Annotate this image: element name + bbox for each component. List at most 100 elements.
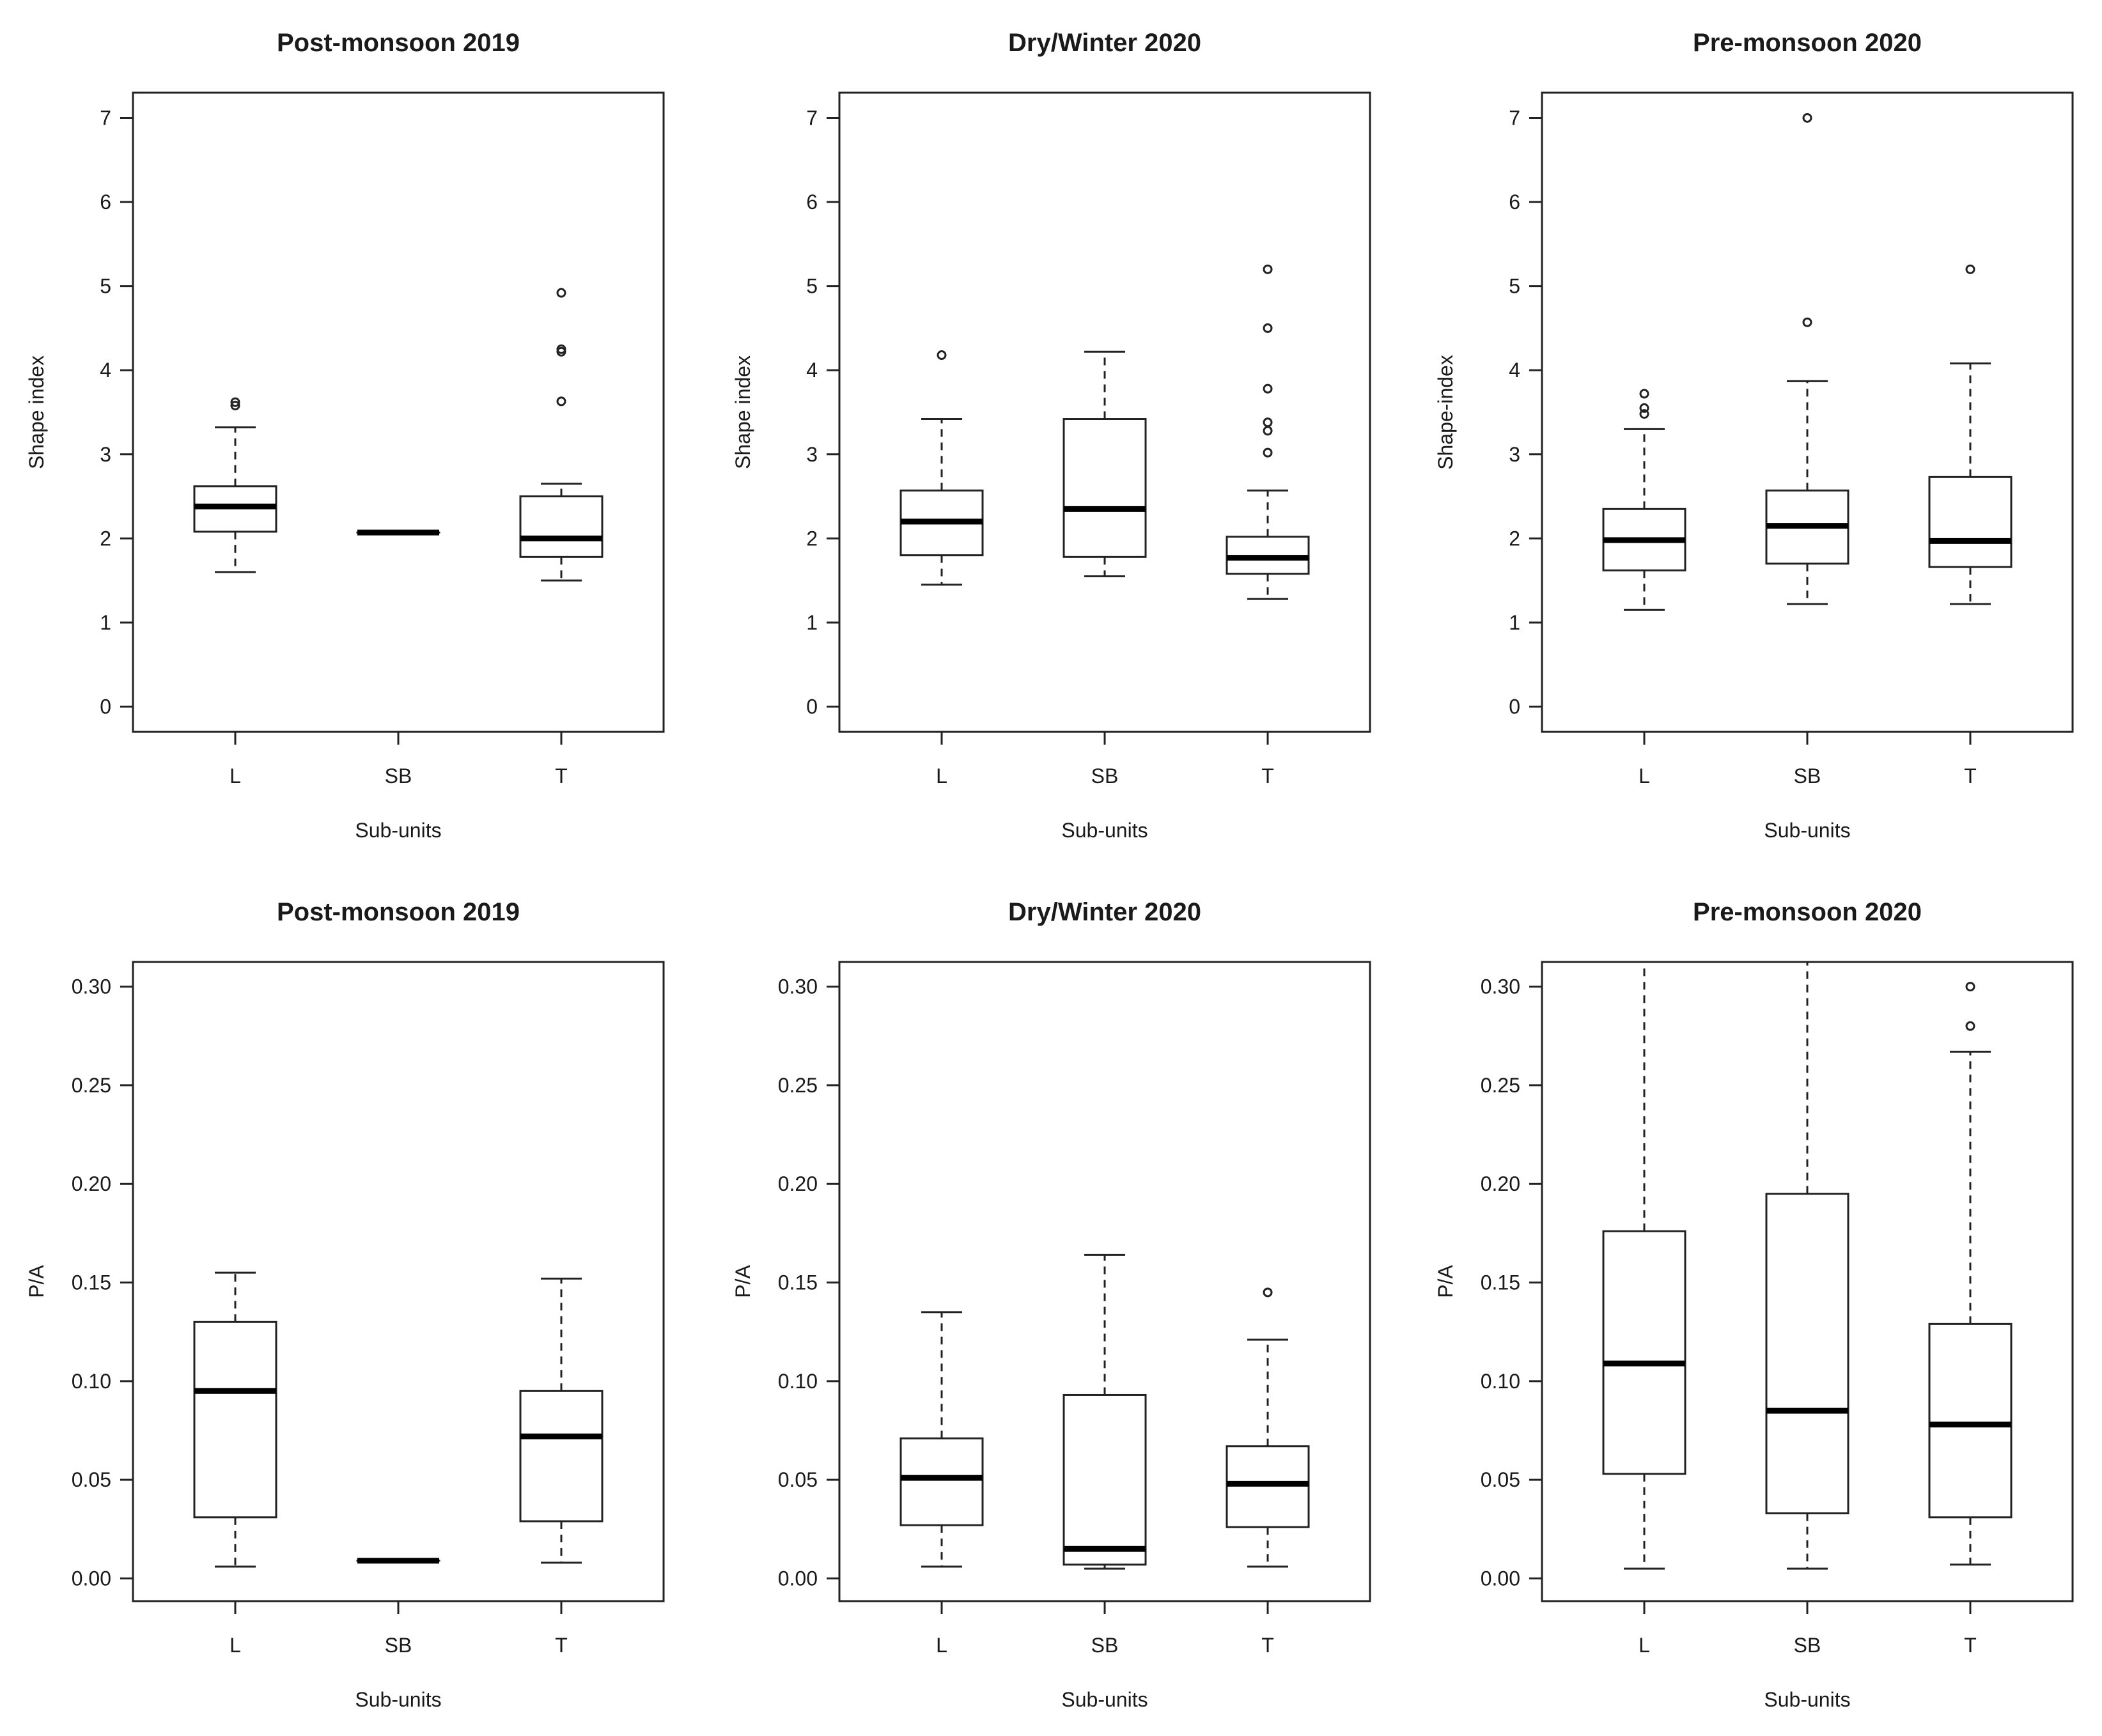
- outlier-point: [230, 397, 240, 407]
- y-tick-label: 1: [1509, 611, 1520, 634]
- chart-panel-4: Post-monsoon 2019 0.00 0.05 0.10 0.15 0.20 0.2…: [25, 898, 665, 1711]
- chart-panel-6: Pre-monsoon 2020 0.00 0.05 0.10 0.15 0.20 0.25…: [1434, 898, 2074, 1711]
- outlier-point: [1263, 447, 1273, 458]
- y-tick-label: 0.20: [1481, 1172, 1520, 1195]
- panel-title: Post-monsoon 2019: [277, 898, 520, 926]
- outlier-point: [1263, 323, 1273, 333]
- y-tick-label: 0.25: [1481, 1074, 1520, 1097]
- outlier-point: [1263, 417, 1273, 428]
- plot-frame: [132, 91, 665, 733]
- y-tick-label: 0.05: [72, 1468, 111, 1491]
- iqr-box: [519, 495, 603, 558]
- y-tick-label: 6: [1509, 190, 1520, 213]
- y-tick-label: 3: [100, 443, 111, 466]
- y-tick-label: 1: [100, 611, 111, 634]
- iqr-box: [1226, 1445, 1310, 1528]
- outlier-point: [556, 344, 566, 354]
- outlier-point: [1802, 112, 1812, 123]
- y-tick-label: 0.00: [778, 1567, 818, 1590]
- y-tick-label: 0.15: [778, 1271, 818, 1294]
- chart-panel-3: Pre-monsoon 2020 0 1 2 3 4 5 6 7 Shape-index Sub-u…: [1434, 29, 2074, 842]
- x-tick-label: SB: [1794, 1634, 1821, 1657]
- iqr-box: [519, 1390, 603, 1523]
- box-SB: [1063, 350, 1147, 578]
- y-axis-label: Shape index: [25, 355, 48, 469]
- outlier-point: [937, 350, 947, 360]
- outlier-point: [230, 400, 240, 410]
- y-tick-label: 0.15: [72, 1271, 111, 1294]
- chart-panel-2: Dry/Winter 2020 0 1 2 3 4 5 6 7 Shape index Sub-un…: [731, 29, 1371, 842]
- outlier-point: [1639, 389, 1649, 399]
- chart-panel-1: Post-monsoon 2019 0 1 2 3 4 5 6 7 Shape index Sub-…: [25, 29, 665, 842]
- x-tick-label: SB: [1091, 764, 1119, 787]
- y-tick-label: 0: [1509, 695, 1520, 718]
- x-tick-label: T: [1964, 1634, 1977, 1657]
- x-tick-label: T: [1261, 764, 1274, 787]
- y-tick-label: 2: [806, 527, 818, 550]
- panel-title: Pre-monsoon 2020: [1693, 29, 1922, 57]
- iqr-box: [1928, 476, 2012, 568]
- y-tick-label: 0.25: [778, 1074, 818, 1097]
- box-L: [193, 1271, 277, 1568]
- box-T: [519, 288, 603, 582]
- iqr-box: [1928, 1322, 2012, 1519]
- panel-title: Dry/Winter 2020: [1008, 29, 1201, 57]
- y-tick-label: 0.05: [778, 1468, 818, 1491]
- y-axis-label: P/A: [25, 1265, 48, 1298]
- y-axis-label: P/A: [1434, 1265, 1457, 1298]
- outlier-point: [1639, 409, 1649, 419]
- x-tick-label: T: [1261, 1634, 1274, 1657]
- outlier-point: [556, 288, 566, 298]
- iqr-box: [1063, 1393, 1147, 1566]
- y-tick-label: 0.30: [72, 975, 111, 998]
- box-T: [1928, 264, 2012, 605]
- y-tick-label: 0.30: [1481, 975, 1520, 998]
- y-tick-label: 0.20: [72, 1172, 111, 1195]
- y-tick-label: 0.05: [1481, 1468, 1520, 1491]
- x-tick-label: L: [230, 764, 241, 787]
- x-tick-label: L: [936, 1634, 947, 1657]
- x-axis-label: Sub-units: [1764, 1688, 1850, 1711]
- y-tick-label: 0.30: [778, 975, 818, 998]
- iqr-box: [193, 1321, 277, 1519]
- y-tick-label: 0.20: [778, 1172, 818, 1195]
- outlier-point: [1802, 317, 1812, 327]
- chart-panel-5: Dry/Winter 2020 0.00 0.05 0.10 0.15 0.20 0.25 0…: [731, 898, 1371, 1711]
- x-tick-label: T: [555, 764, 568, 787]
- iqr-box: [1765, 1193, 1849, 1515]
- x-tick-label: L: [1639, 1634, 1650, 1657]
- y-tick-label: 4: [806, 359, 818, 382]
- x-tick-label: L: [1639, 764, 1650, 787]
- y-tick-label: 0.10: [1481, 1370, 1520, 1393]
- box-T: [1226, 264, 1310, 600]
- box-L: [1602, 389, 1686, 611]
- y-tick-label: 7: [100, 106, 111, 129]
- x-tick-label: SB: [1794, 764, 1821, 787]
- x-tick-label: L: [230, 1634, 241, 1657]
- y-tick-label: 7: [1509, 106, 1520, 129]
- box-SB: [1063, 1253, 1147, 1570]
- box-SB: [1765, 962, 1849, 1570]
- y-tick-label: 3: [806, 443, 818, 466]
- x-axis-label: Sub-units: [355, 1688, 441, 1711]
- y-tick-label: 5: [806, 275, 818, 298]
- y-tick-label: 0.25: [72, 1074, 111, 1097]
- x-tick-label: T: [555, 1634, 568, 1657]
- y-tick-label: 3: [1509, 443, 1520, 466]
- y-tick-label: 1: [806, 611, 818, 634]
- x-tick-label: SB: [385, 1634, 412, 1657]
- outlier-point: [1263, 426, 1273, 436]
- outlier-point: [1263, 264, 1273, 274]
- plot-frame: [1541, 91, 2074, 733]
- panel-title: Post-monsoon 2019: [277, 29, 520, 57]
- y-tick-label: 5: [1509, 275, 1520, 298]
- box-SB: [1765, 112, 1849, 605]
- y-tick-label: 4: [1509, 359, 1520, 382]
- y-tick-label: 0.10: [778, 1370, 818, 1393]
- y-tick-label: 6: [806, 190, 818, 213]
- box-L: [899, 350, 984, 586]
- y-tick-label: 5: [100, 275, 111, 298]
- panel-title: Dry/Winter 2020: [1008, 898, 1201, 926]
- box-T: [519, 1277, 603, 1564]
